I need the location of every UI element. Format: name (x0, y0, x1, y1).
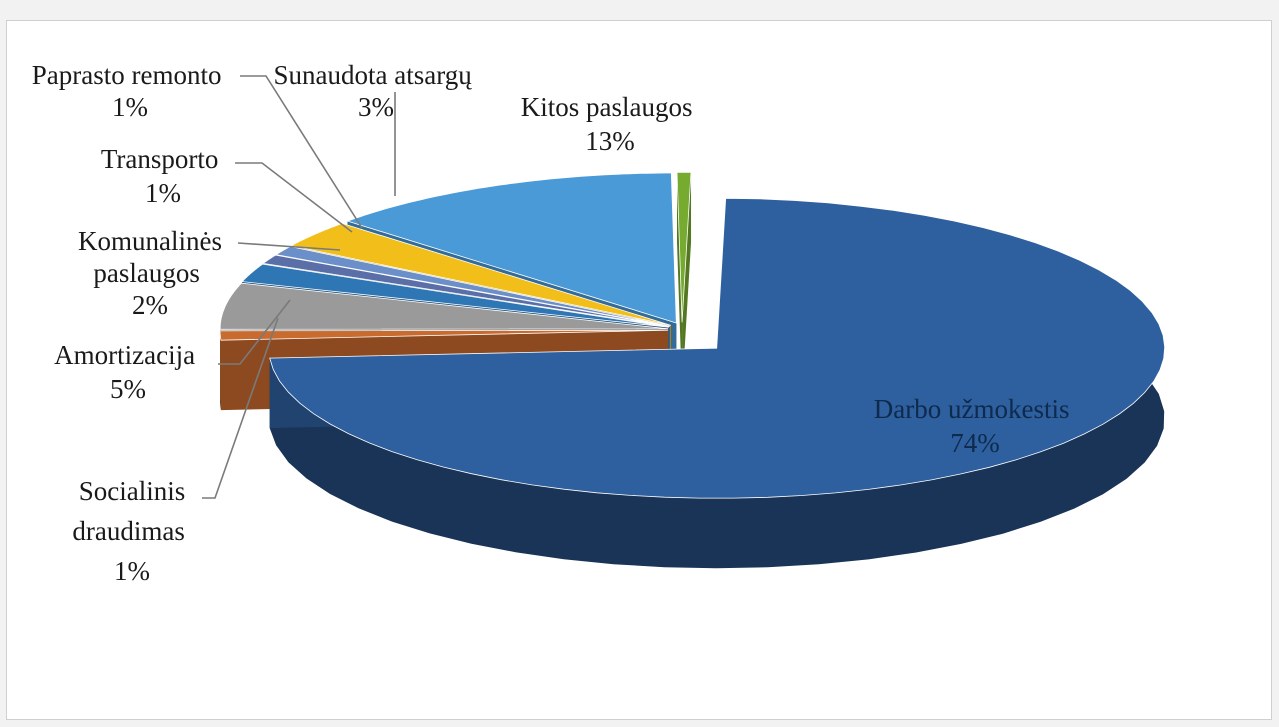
label-socialinis-draudimas-value: 1% (114, 556, 150, 586)
slice-kitos-paslaugos (346, 172, 677, 324)
label-socialinis-draudimas: Socialinis draudimas 1% (72, 476, 191, 586)
slice-transporto (261, 254, 670, 327)
label-paprasto-remonto: Paprasto remonto 1% (32, 60, 228, 122)
label-sunaudota-atsargu-value: 3% (358, 92, 394, 122)
slice-unlabeled-8 (676, 171, 692, 323)
leader-lines (202, 75, 396, 499)
label-socialinis-draudimas-name-line2: draudimas (72, 516, 184, 546)
slice-darbo-u-mokestis (269, 197, 1166, 499)
label-transporto-value: 1% (145, 178, 181, 208)
label-paprasto-remonto-value: 1% (112, 92, 148, 122)
label-komunalines-paslaugos-name: Komunalinės (78, 226, 222, 256)
label-amortizacija-value: 5% (110, 374, 146, 404)
slice-wall-8-0 (677, 172, 683, 393)
slice-paprasto-remonto (275, 246, 670, 327)
label-sunaudota-atsargu: Sunaudota atsargų 3% (274, 60, 479, 122)
leader-paprasto-remonto (240, 75, 363, 229)
pie-slices (219, 171, 1166, 569)
label-amortizacija: Amortizacija 5% (54, 340, 202, 404)
slice-socialinis-draudimas (219, 329, 669, 341)
label-paprasto-remonto-name: Paprasto remonto (32, 60, 222, 90)
slice-komunalin-s-paslaugos (241, 263, 670, 328)
slice-sunaudota-atsarg- (289, 222, 671, 326)
label-komunalines-paslaugos-value: 2% (132, 290, 168, 320)
label-darbo-uzmokestis: Darbo užmokestis 74% (874, 394, 1076, 458)
label-transporto: Transporto 1% (101, 144, 225, 208)
leader-socialinis-draudimas (202, 317, 279, 499)
leader-transporto (235, 162, 353, 233)
label-transporto-name: Transporto (101, 144, 219, 174)
leader-komunalines-paslaugos (237, 242, 341, 251)
label-komunalines-paslaugos-name-line2: paslaugos (93, 258, 199, 288)
label-kitos-paslaugos-name: Kitos paslaugos (521, 92, 693, 122)
label-komunalines-paslaugos: Komunalinės paslaugos 2% (78, 226, 222, 320)
leader-amortizacija (218, 299, 291, 365)
label-kitos-paslaugos: Kitos paslaugos 13% (521, 92, 700, 156)
slice-amortizacija (219, 282, 669, 330)
label-socialinis-draudimas-name: Socialinis (79, 476, 186, 506)
label-amortizacija-name: Amortizacija (54, 340, 195, 370)
label-kitos-paslaugos-value: 13% (585, 126, 635, 156)
label-darbo-uzmokestis-name: Darbo užmokestis (874, 394, 1070, 424)
slice-wall-8-1 (682, 172, 692, 393)
label-darbo-uzmokestis-value: 74% (950, 428, 1000, 458)
label-sunaudota-atsargu-name: Sunaudota atsargų (274, 60, 473, 90)
